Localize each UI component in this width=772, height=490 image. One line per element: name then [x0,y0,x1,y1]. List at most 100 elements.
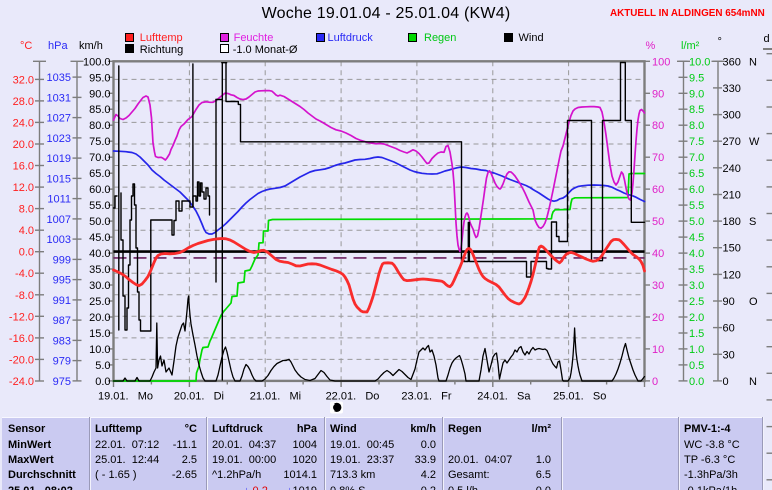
svg-text:N: N [749,56,757,68]
svg-text:1.0: 1.0 [689,344,704,356]
svg-text:40.0: 40.0 [89,248,110,260]
svg-text:6.5: 6.5 [689,168,704,180]
svg-text:35.0: 35.0 [89,264,110,276]
svg-text:25.01. So: 25.01. So [553,391,606,403]
svg-text:20.0: 20.0 [13,139,34,151]
svg-text:4.5: 4.5 [689,232,704,244]
svg-text:W: W [749,136,760,148]
svg-text:N: N [749,376,757,388]
svg-text:30: 30 [723,349,735,361]
svg-text:995: 995 [53,275,71,287]
svg-text:23.01. Fr: 23.01. Fr [401,391,451,403]
svg-text:0.0: 0.0 [689,376,704,388]
svg-text:330: 330 [723,83,741,95]
svg-text:25.0: 25.0 [89,296,110,308]
svg-text:O: O [749,296,758,308]
svg-text:90: 90 [652,88,664,100]
svg-text:8.0: 8.0 [19,204,34,216]
svg-text:95.0: 95.0 [89,72,110,84]
svg-text:12.0: 12.0 [13,182,34,194]
svg-text:4.0: 4.0 [689,248,704,260]
svg-text:10.0: 10.0 [689,56,710,68]
svg-text:80.0: 80.0 [89,120,110,132]
svg-text:999: 999 [53,254,71,266]
svg-text:30.0: 30.0 [89,280,110,292]
svg-text:7.0: 7.0 [689,152,704,164]
svg-text:150: 150 [723,243,741,255]
svg-text:10.0: 10.0 [89,344,110,356]
svg-text:240: 240 [723,163,741,175]
svg-text:85.0: 85.0 [89,104,110,116]
svg-text:1019: 1019 [47,153,71,165]
svg-text:60.0: 60.0 [89,184,110,196]
svg-text:60: 60 [652,184,664,196]
svg-text:9.0: 9.0 [689,88,704,100]
svg-text:1023: 1023 [47,133,71,145]
svg-text:19.01. Mo: 19.01. Mo [98,391,153,403]
svg-text:20.01. Di: 20.01. Di [174,391,224,403]
svg-text:-24.0: -24.0 [9,376,34,388]
svg-text:5.0: 5.0 [689,216,704,228]
svg-text:80: 80 [652,120,664,132]
svg-text:55.0: 55.0 [89,200,110,212]
svg-text:7.5: 7.5 [689,136,704,148]
svg-text:2.0: 2.0 [689,312,704,324]
svg-text:1031: 1031 [47,92,71,104]
svg-text:40: 40 [652,248,664,260]
svg-text:0: 0 [652,376,658,388]
svg-text:30: 30 [652,280,664,292]
svg-text:90.0: 90.0 [89,88,110,100]
svg-text:50.0: 50.0 [89,216,110,228]
svg-text:4.0: 4.0 [19,225,34,237]
svg-text:15.0: 15.0 [89,328,110,340]
svg-text:28.0: 28.0 [13,96,34,108]
svg-text:21.01. Mi: 21.01. Mi [250,391,301,403]
svg-text:1011: 1011 [47,194,71,206]
svg-text:65.0: 65.0 [89,168,110,180]
svg-text:24.0: 24.0 [13,117,34,129]
svg-text:60: 60 [723,323,735,335]
svg-text:-16.0: -16.0 [9,333,34,345]
svg-text:300: 300 [723,110,741,122]
svg-text:979: 979 [53,356,71,368]
svg-text:5.5: 5.5 [689,200,704,212]
svg-text:6.0: 6.0 [689,184,704,196]
svg-text:45.0: 45.0 [89,232,110,244]
svg-text:70.0: 70.0 [89,152,110,164]
svg-text:270: 270 [723,136,741,148]
svg-text:9.5: 9.5 [689,72,704,84]
svg-text:-8.0: -8.0 [15,290,34,302]
svg-text:20: 20 [652,312,664,324]
svg-text:987: 987 [53,315,71,327]
svg-text:0: 0 [723,376,729,388]
svg-text:1015: 1015 [47,173,71,185]
svg-text:22.01. Do: 22.01. Do [326,391,380,403]
svg-text:75.0: 75.0 [89,136,110,148]
svg-text:90: 90 [723,296,735,308]
svg-text:2.5: 2.5 [689,296,704,308]
svg-text:8.5: 8.5 [689,104,704,116]
svg-text:70: 70 [652,152,664,164]
svg-text:975: 975 [53,376,71,388]
svg-text:-12.0: -12.0 [9,311,34,323]
svg-text:1027: 1027 [47,113,71,125]
svg-text:360: 360 [723,56,741,68]
svg-text:0.5: 0.5 [689,360,704,372]
svg-text:983: 983 [53,335,71,347]
svg-text:24.01. Sa: 24.01. Sa [477,391,531,403]
svg-text:120: 120 [723,269,741,281]
svg-text:16.0: 16.0 [13,161,34,173]
svg-text:5.0: 5.0 [95,360,110,372]
svg-text:32.0: 32.0 [13,74,34,86]
svg-text:1035: 1035 [47,72,71,84]
svg-text:991: 991 [53,295,71,307]
svg-text:1003: 1003 [47,234,71,246]
svg-text:3.5: 3.5 [689,264,704,276]
svg-text:100.0: 100.0 [83,56,111,68]
svg-text:3.0: 3.0 [689,280,704,292]
svg-text:10: 10 [652,344,664,356]
svg-text:20.0: 20.0 [89,312,110,324]
svg-text:1007: 1007 [47,214,71,226]
svg-text:0.0: 0.0 [19,247,34,259]
svg-text:0.0: 0.0 [95,376,110,388]
